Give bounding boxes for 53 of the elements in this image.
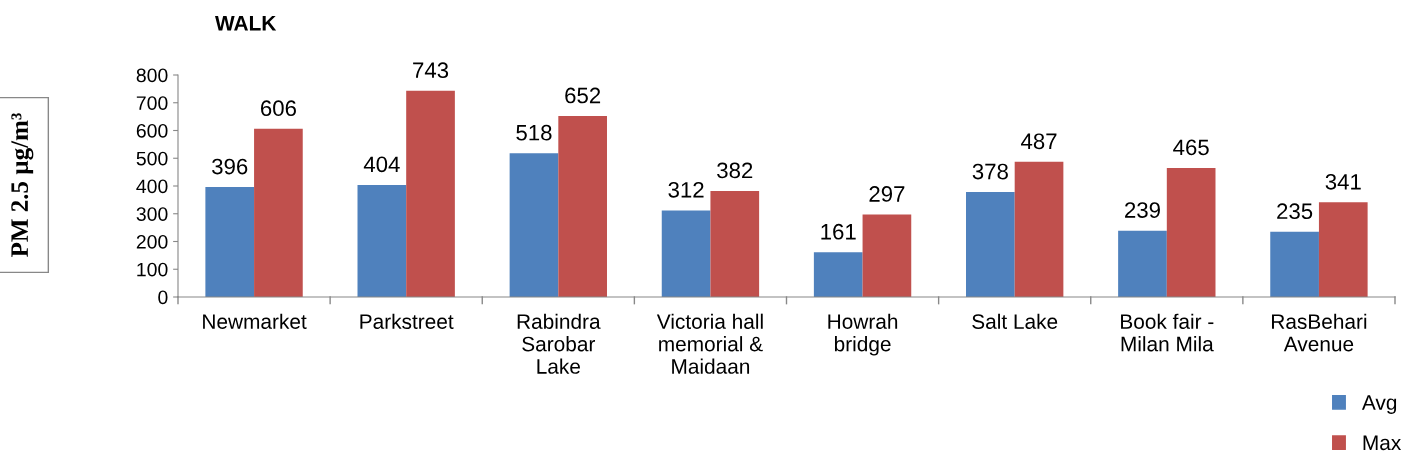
data-label: 161 [821,223,856,240]
data-label: 297 [869,186,905,202]
bar [1270,231,1319,297]
x-tick-label: Howrah bridge [828,313,898,356]
x-tick-label: Newmarket [203,313,307,329]
x-tick-label: Rabindra Sarobar Lake [517,313,601,374]
bar [509,153,559,297]
bar [813,252,863,297]
y-tick-label: 100 [137,262,168,277]
data-label: 235 [1277,203,1313,220]
data-label: 606 [260,100,296,117]
bar [1014,161,1064,297]
data-label: 465 [1173,139,1209,156]
bar [406,90,455,297]
y-tick-label: 0 [158,290,168,305]
bar [966,192,1015,297]
y-tick-label: 300 [136,207,168,221]
bar [357,184,407,297]
legend-label: Max [1363,435,1402,451]
chart-title: WALK [215,16,277,31]
data-label: 396 [212,158,248,175]
data-label: 404 [363,156,400,173]
x-tick-label: RasBehari Avenue [1272,313,1367,352]
bar [661,210,711,297]
x-tick-label: Book fair - Milan Mila [1121,313,1214,352]
y-tick-label: 500 [136,151,168,166]
y-tick-label: 400 [136,179,168,194]
x-tick-label: Salt Lake [972,313,1058,329]
data-label: 743 [413,62,449,79]
data-label: 341 [1325,173,1361,190]
bar [205,187,255,297]
data-label: 378 [972,163,1008,180]
y-axis-title: PM 2.5 µg/m³ [11,113,34,257]
bar [1166,167,1216,297]
y-tick-label: 800 [136,68,168,83]
data-label: 312 [668,181,704,198]
bar [1318,202,1368,297]
y-tick-label: 200 [136,234,168,249]
data-label: 487 [1021,133,1057,150]
data-label: 382 [717,162,753,179]
x-tick-label: Victoria hall memorial & Maidaan [656,313,763,374]
legend-label: Avg [1361,395,1397,414]
data-label: 239 [1125,202,1160,218]
data-label: 518 [516,124,552,141]
y-tick-label: 700 [136,96,168,110]
bar [862,214,912,297]
bar [558,116,607,297]
x-tick-label: Parkstreet [360,313,454,329]
bar [254,128,303,297]
data-label: 652 [565,87,601,104]
y-tick-label: 600 [136,123,168,138]
bar [1118,230,1167,297]
bar [710,191,760,297]
